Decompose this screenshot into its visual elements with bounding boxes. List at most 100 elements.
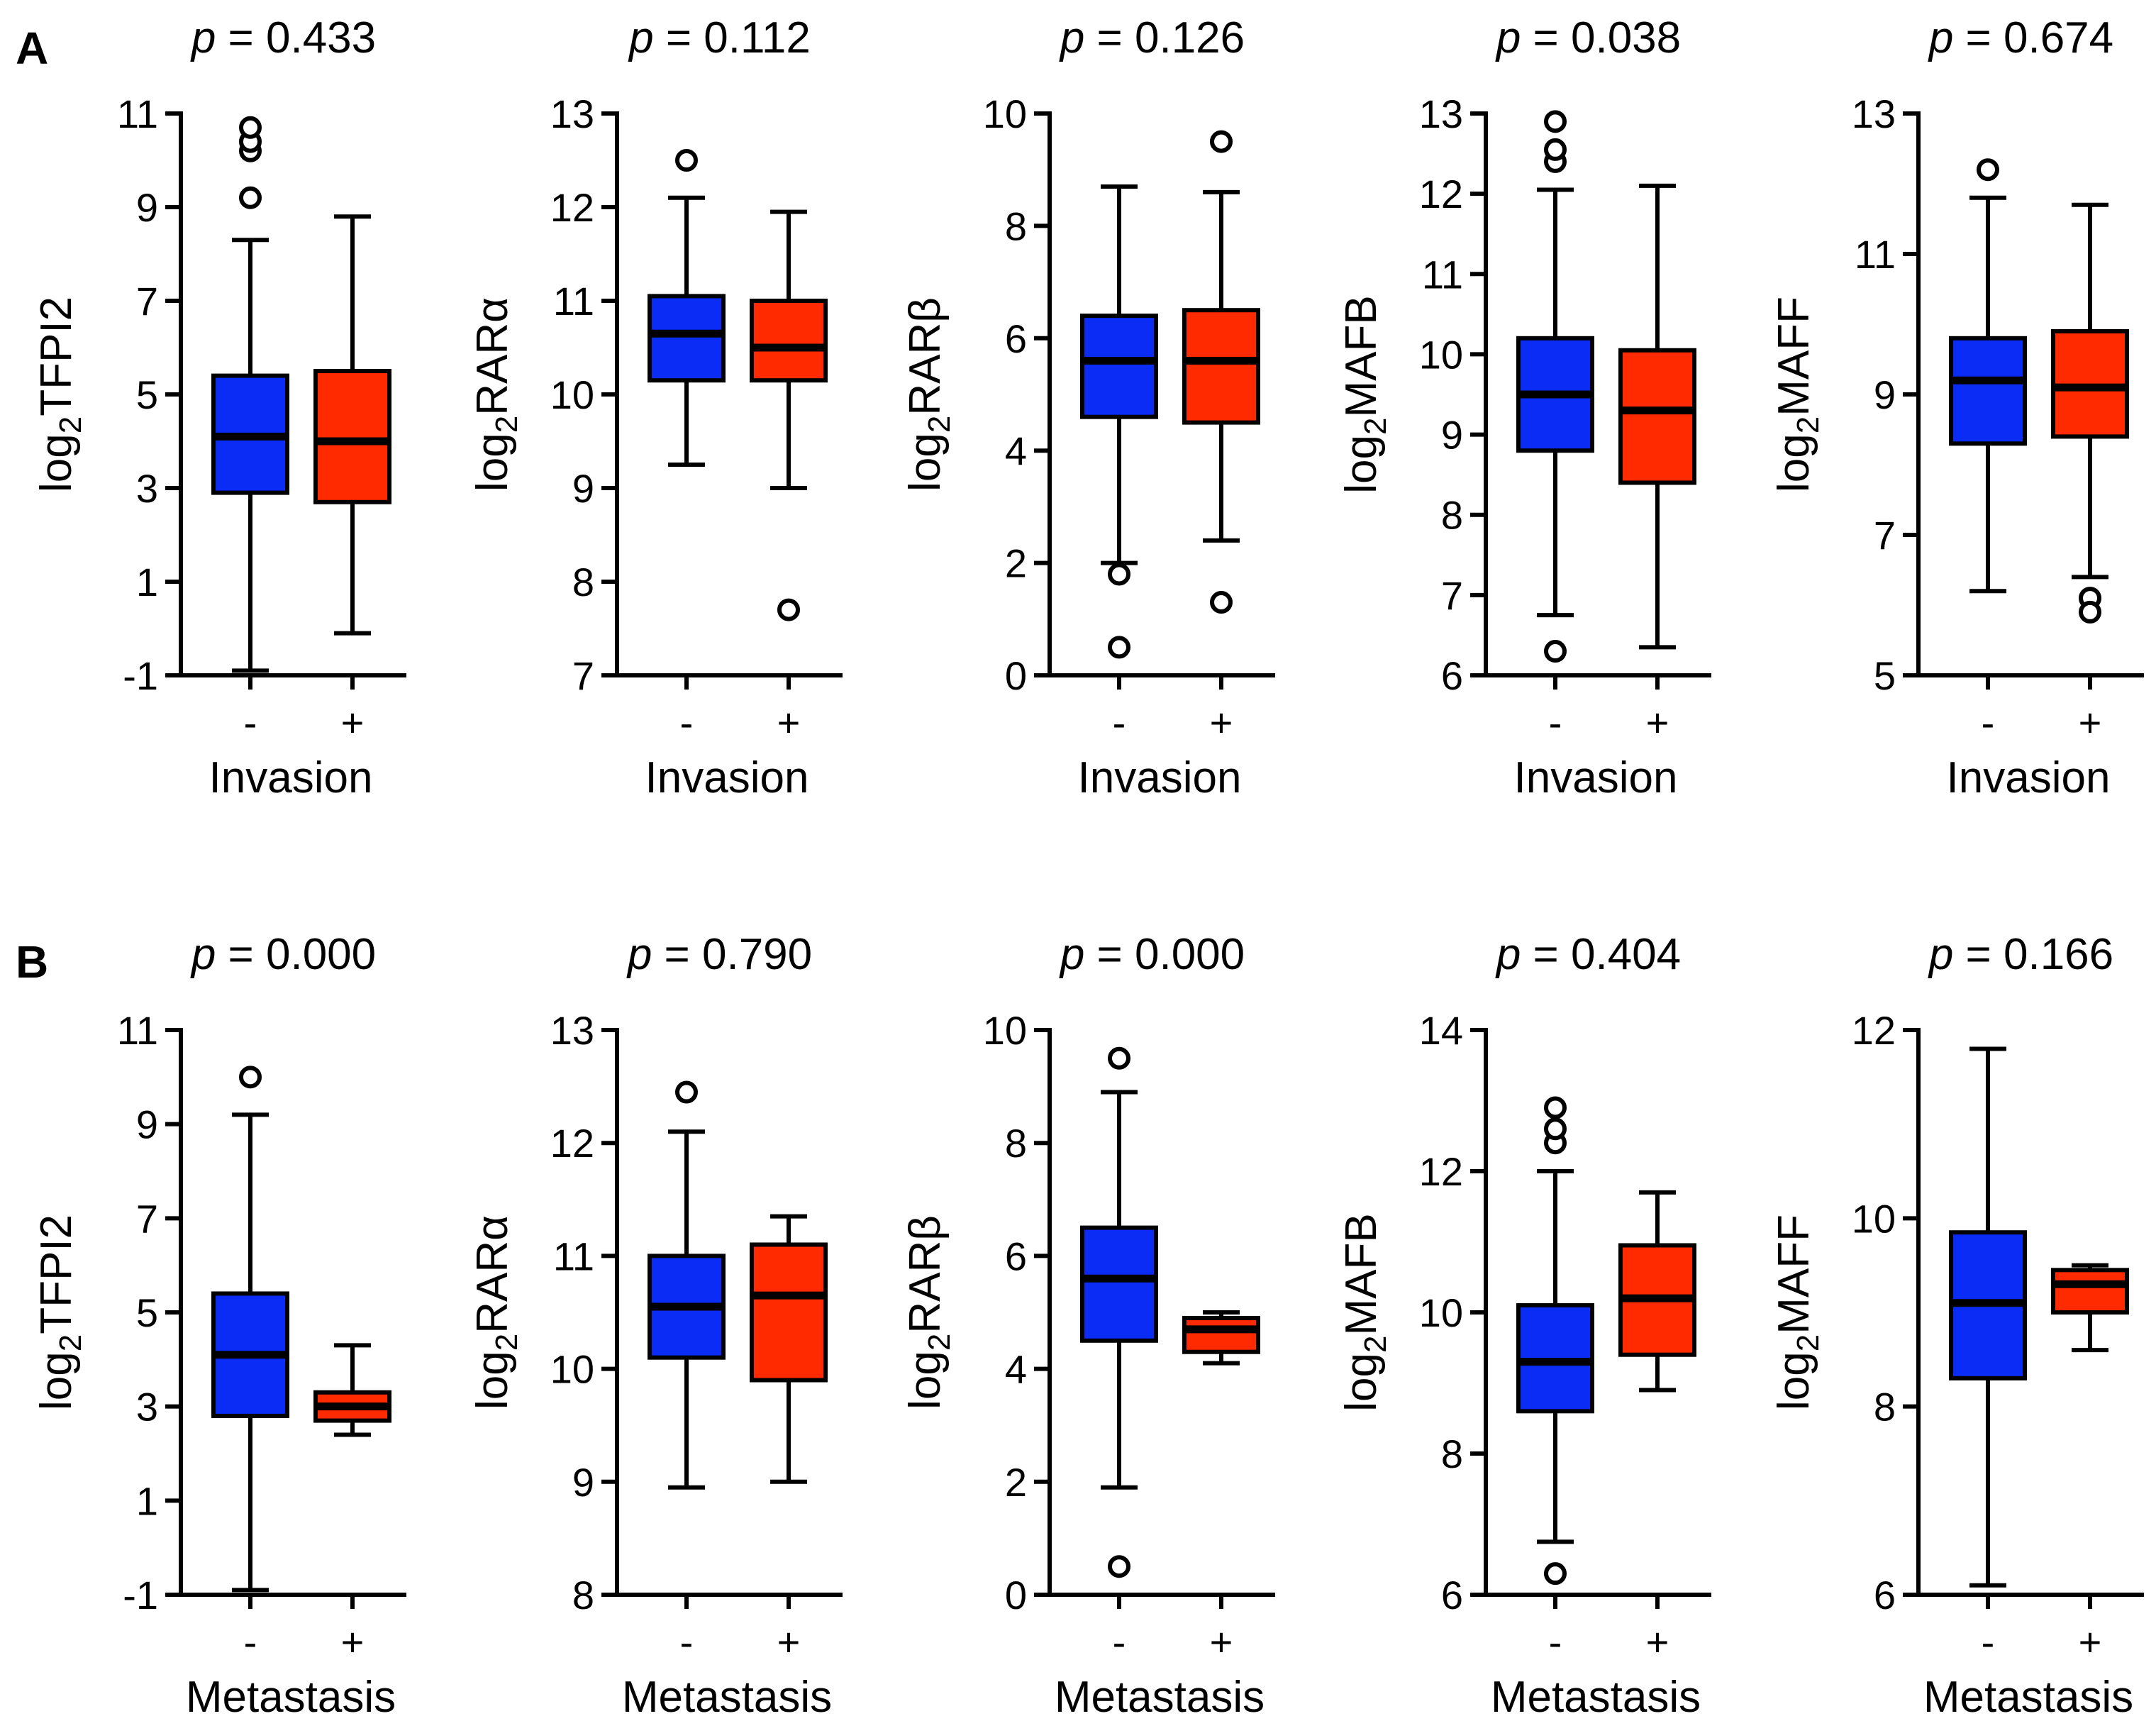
outlier-point (1210, 130, 1233, 153)
x-axis-title: Metastasis (1923, 1673, 2133, 1721)
y-tick-label: 4 (1005, 428, 1027, 473)
x-axis-title: Metastasis (1055, 1673, 1265, 1721)
y-tick-label: 11 (1855, 232, 1896, 277)
category-negative-label: - (244, 1620, 257, 1664)
y-tick-label: 13 (1852, 92, 1896, 136)
y-axis-title-subscript: 2 (53, 416, 88, 433)
category-positive-label: + (777, 1620, 801, 1664)
y-axis-title-prefix: log (468, 433, 517, 492)
box-negative (1949, 158, 2027, 594)
y-axis-title-gene: MAFB (1337, 295, 1386, 417)
y-axis-title-prefix: log (1769, 1351, 1818, 1410)
p-value-text: = 0.433 (216, 13, 376, 62)
box-iqr (1080, 1225, 1158, 1343)
chart-a-1: p = 0.433 -1 1 3 5 7 9 11 log2TFPI2 - + Invasion (32, 13, 406, 802)
x-axis-title: Invasion (1514, 753, 1678, 802)
category-negative-label: - (1982, 700, 1995, 745)
box-positive (1618, 1190, 1696, 1393)
category-negative-label: - (1113, 1620, 1126, 1664)
box-negative (211, 116, 289, 673)
outlier-point (1108, 1555, 1130, 1578)
y-axis-title-subscript: 2 (922, 416, 957, 433)
y-tick-label: 2 (1005, 541, 1027, 586)
p-value-title: p = 0.038 (1495, 13, 1681, 62)
box-iqr (313, 369, 391, 504)
y-tick-label: 10 (1852, 1196, 1896, 1241)
p-symbol: p (628, 13, 653, 62)
p-symbol: p (1495, 930, 1521, 979)
box-iqr (2051, 1268, 2129, 1315)
y-tick-label: 8 (1005, 1121, 1027, 1166)
y-tick-label: 8 (1441, 493, 1463, 538)
box-iqr (1182, 1315, 1260, 1354)
y-axis-title: log2TFPI2 (32, 1214, 88, 1410)
y-axis-title-subscript: 2 (53, 1334, 88, 1351)
chart-b-4: p = 0.404 6 8 10 12 14 log2MAFB - + Metastasis (1337, 930, 1711, 1721)
y-tick-label: 9 (136, 185, 158, 230)
y-axis-title-gene: MAFB (1337, 1213, 1386, 1335)
p-value-title: p = 0.000 (190, 930, 376, 979)
y-tick-label: 8 (1874, 1385, 1896, 1429)
chart-a-2: p = 0.112 7 8 9 10 11 12 13 log2RARα - + Invasion (468, 13, 843, 802)
p-value-title: p = 0.000 (1059, 930, 1245, 979)
box-positive (750, 209, 828, 621)
p-value-text: = 0.000 (216, 930, 376, 979)
y-tick-label: 13 (550, 92, 594, 136)
y-axis-title-gene: MAFF (1769, 1214, 1818, 1334)
y-tick-label: 5 (136, 1290, 158, 1335)
y-tick-label: 13 (550, 1008, 594, 1053)
category-positive-label: + (2079, 700, 2102, 745)
y-tick-label: 7 (1874, 513, 1896, 558)
y-tick-label: 8 (1005, 204, 1027, 248)
p-value-title: p = 0.126 (1059, 13, 1245, 62)
y-tick-label: 4 (1005, 1347, 1027, 1392)
chart-a-5: p = 0.674 5 7 9 11 13 log2MAFF - + Invasion (1769, 13, 2144, 802)
outlier-point (1108, 636, 1130, 659)
y-tick-label: 6 (1441, 1573, 1463, 1617)
p-value-title: p = 0.433 (190, 13, 376, 62)
category-negative-label: - (680, 1620, 694, 1664)
category-positive-label: + (1646, 1620, 1669, 1664)
y-tick-label: 10 (1419, 332, 1463, 377)
y-axis-title-prefix: log (1337, 435, 1386, 494)
y-axis-title-prefix: log (901, 1351, 950, 1410)
y-tick-label: 8 (572, 560, 594, 604)
box-positive (1618, 183, 1696, 650)
y-tick-label: 7 (136, 279, 158, 323)
outlier-point (1544, 1117, 1567, 1141)
y-axis-title: log2TFPI2 (32, 297, 88, 492)
y-axis-title-gene: MAFF (1769, 297, 1818, 416)
panel-label-a: A (16, 23, 48, 74)
y-tick-label: 7 (1441, 573, 1463, 618)
outlier-point (239, 186, 262, 209)
y-tick-label: 6 (1005, 1234, 1027, 1278)
outlier-point (1544, 1096, 1567, 1119)
p-value-text: = 0.166 (1953, 930, 2113, 979)
outlier-point (1977, 158, 1999, 182)
y-tick-label: 0 (1005, 653, 1027, 698)
chart-b-2: p = 0.790 8 9 10 11 12 13 log2RARα - + Metastasis (468, 930, 843, 1721)
y-axis-title-subscript: 2 (922, 1334, 957, 1351)
y-axis-title-prefix: log (901, 433, 950, 492)
y-axis-title: log2RARα (468, 297, 524, 492)
outlier-point (2079, 600, 2101, 624)
p-symbol: p (1059, 930, 1084, 979)
y-tick-label: 9 (572, 1460, 594, 1505)
box-positive (750, 1214, 828, 1484)
y-tick-label: 10 (983, 1008, 1027, 1053)
y-tick-label: 10 (983, 92, 1027, 136)
outlier-point (1544, 1562, 1567, 1586)
y-tick-label: 1 (136, 560, 158, 604)
x-axis-title: Invasion (209, 753, 373, 802)
y-tick-label: 8 (1441, 1432, 1463, 1476)
y-tick-label: -1 (123, 1573, 158, 1617)
x-axis-title: Invasion (1078, 753, 1242, 802)
y-tick-label: -1 (123, 653, 158, 698)
y-axis-title-subscript: 2 (489, 1334, 524, 1351)
y-axis-title-prefix: log (468, 1351, 517, 1410)
y-tick-label: 11 (553, 1234, 594, 1278)
p-value-text: = 0.404 (1521, 930, 1681, 979)
y-axis-title-gene: TFPI2 (32, 297, 81, 416)
box-positive (1182, 130, 1260, 614)
y-axis-title: log2MAFF (1769, 1214, 1826, 1410)
